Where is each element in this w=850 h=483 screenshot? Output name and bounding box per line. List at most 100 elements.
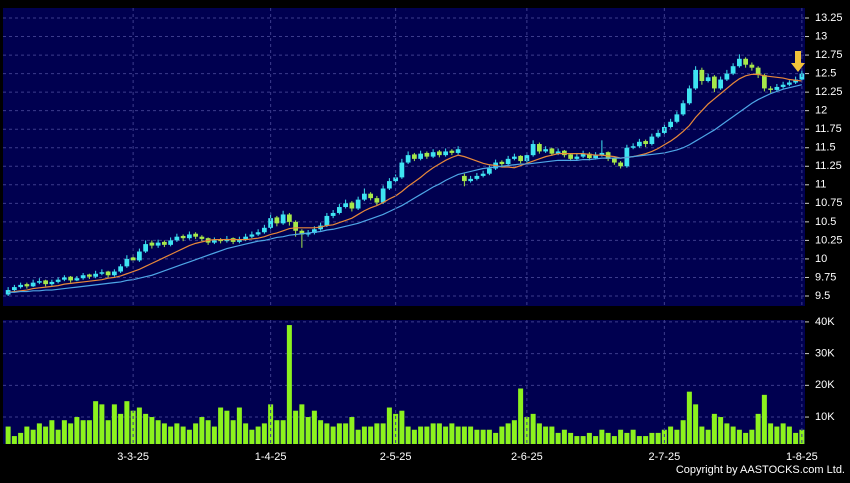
candle-body <box>755 67 761 76</box>
candle-body <box>705 77 711 82</box>
volume-bar <box>555 432 561 444</box>
candle-body <box>337 207 342 213</box>
volume-bar <box>324 423 330 444</box>
candle-body <box>30 282 36 287</box>
candle-body <box>780 84 786 87</box>
candle-body <box>455 149 461 153</box>
candle-body <box>718 79 723 89</box>
candle-body <box>555 151 561 154</box>
volume-bar <box>599 429 605 444</box>
volume-bar <box>493 432 499 444</box>
volume-bar <box>549 426 555 444</box>
volume-bar <box>430 423 436 444</box>
candle-body <box>712 76 717 89</box>
x-tick-label: 2-5-25 <box>380 451 412 463</box>
volume-bar <box>274 420 280 444</box>
volume-bar <box>649 432 655 444</box>
volume-bar <box>368 426 374 444</box>
candle-body <box>280 214 286 224</box>
y-tick-label: 40K <box>815 316 835 328</box>
candle-body <box>268 218 273 228</box>
volume-bar <box>643 436 649 444</box>
volume-bar <box>136 407 142 444</box>
candle-body <box>543 149 548 152</box>
candle-body <box>674 114 680 122</box>
volume-bar <box>74 417 80 444</box>
candle-body <box>255 232 261 235</box>
volume-bar <box>130 410 136 444</box>
candle-body <box>80 275 86 279</box>
candle-body <box>74 278 80 281</box>
candle-body <box>55 279 61 282</box>
candle-body <box>574 156 580 159</box>
volume-bar <box>355 429 361 444</box>
volume-bar <box>174 423 180 444</box>
volume-bar <box>80 420 86 444</box>
volume-bar <box>699 426 705 444</box>
candle-body <box>418 153 423 159</box>
candle-body <box>737 58 742 67</box>
candle-body <box>218 239 223 242</box>
volume-bar <box>461 426 467 444</box>
volume-bar <box>561 429 567 444</box>
volume-bar <box>243 423 249 444</box>
volume-bar <box>299 404 305 444</box>
volume-bar <box>418 426 424 444</box>
x-tick-label: 1-4-25 <box>255 451 287 463</box>
volume-bar <box>711 413 717 444</box>
volume-bar <box>668 426 674 444</box>
volume-bar <box>124 401 130 444</box>
candle-body <box>137 251 142 261</box>
volume-bar <box>211 426 217 444</box>
candle-body <box>499 161 505 165</box>
candle-body <box>18 284 23 288</box>
candle-body <box>343 203 348 208</box>
volume-bar <box>605 432 611 444</box>
candle-body <box>193 233 198 237</box>
volume-bar <box>386 407 392 444</box>
moving-average-line <box>8 73 802 293</box>
volume-bar <box>255 426 261 444</box>
candle-body <box>212 240 217 243</box>
y-tick-label: 10.25 <box>815 234 843 246</box>
volume-bar <box>68 423 74 444</box>
volume-bar <box>374 423 380 444</box>
candle-body <box>612 158 617 163</box>
volume-bar <box>630 429 636 444</box>
volume-bar <box>511 420 517 444</box>
volume-bar <box>186 429 192 444</box>
volume-bar <box>280 420 286 444</box>
y-tick-label: 10.5 <box>815 216 836 228</box>
volume-bar <box>99 404 105 444</box>
candle-body <box>630 146 636 148</box>
candle-body <box>443 151 448 156</box>
volume-bar <box>774 426 780 444</box>
candle-body <box>180 235 186 239</box>
volume-bar <box>530 413 536 444</box>
volume-bar <box>224 410 230 444</box>
volume-bar <box>343 423 349 444</box>
x-tick-label: 2-6-25 <box>511 451 543 463</box>
candle-body <box>130 257 136 261</box>
candle-body <box>793 79 798 83</box>
candle-body <box>43 280 48 285</box>
candle-body <box>93 273 98 277</box>
candle-body <box>393 177 398 182</box>
y-tick-label: 20K <box>815 379 835 391</box>
volume-bar <box>543 426 549 444</box>
candle-body <box>249 234 255 237</box>
volume-bar <box>755 413 761 444</box>
copyright: Copyright by AASTOCKS.com Ltd. <box>676 464 845 476</box>
candle-body <box>199 236 205 239</box>
candle-body <box>324 215 330 226</box>
volume-bar <box>236 407 242 444</box>
volume-bar <box>686 391 692 444</box>
candle-body <box>387 181 392 189</box>
price-panel <box>3 8 805 306</box>
volume-bar <box>793 432 799 444</box>
volume-bar <box>574 436 580 444</box>
volume-bar <box>180 426 186 444</box>
volume-bar <box>199 417 205 444</box>
y-tick-label: 9.75 <box>815 271 836 283</box>
